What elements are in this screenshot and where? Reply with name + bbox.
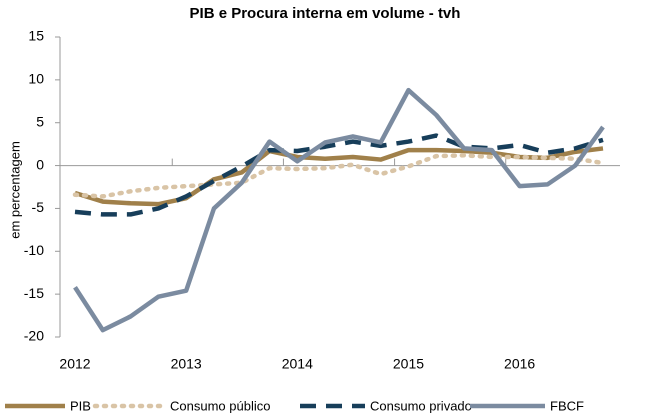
y-tick-label: -5 <box>32 199 45 215</box>
y-tick-label: 10 <box>28 71 44 87</box>
series-line <box>74 133 604 217</box>
y-tick-label: 15 <box>28 28 44 44</box>
legend-label: FBCF <box>550 398 584 413</box>
y-tick-label: 5 <box>36 113 44 129</box>
chart-title: PIB e Procura interna em volume - tvh <box>190 5 461 22</box>
series-line <box>72 153 606 199</box>
legend-label: PIB <box>70 398 91 413</box>
y-axis-label: em percentagem <box>7 141 22 239</box>
x-tick-label: 2012 <box>59 356 90 372</box>
legend-label: Consumo público <box>170 398 270 413</box>
legend-label: Consumo privado <box>370 398 472 413</box>
x-tick-label: 2014 <box>282 356 313 372</box>
y-tick-label: -15 <box>24 285 44 301</box>
x-tick-label: 2015 <box>393 356 424 372</box>
y-tick-label: -20 <box>24 328 44 344</box>
x-tick-label: 2013 <box>171 356 202 372</box>
y-tick-label: -10 <box>24 242 44 258</box>
y-tick-label: 0 <box>36 156 44 172</box>
x-tick-label: 2016 <box>504 356 535 372</box>
series-line <box>73 87 605 333</box>
